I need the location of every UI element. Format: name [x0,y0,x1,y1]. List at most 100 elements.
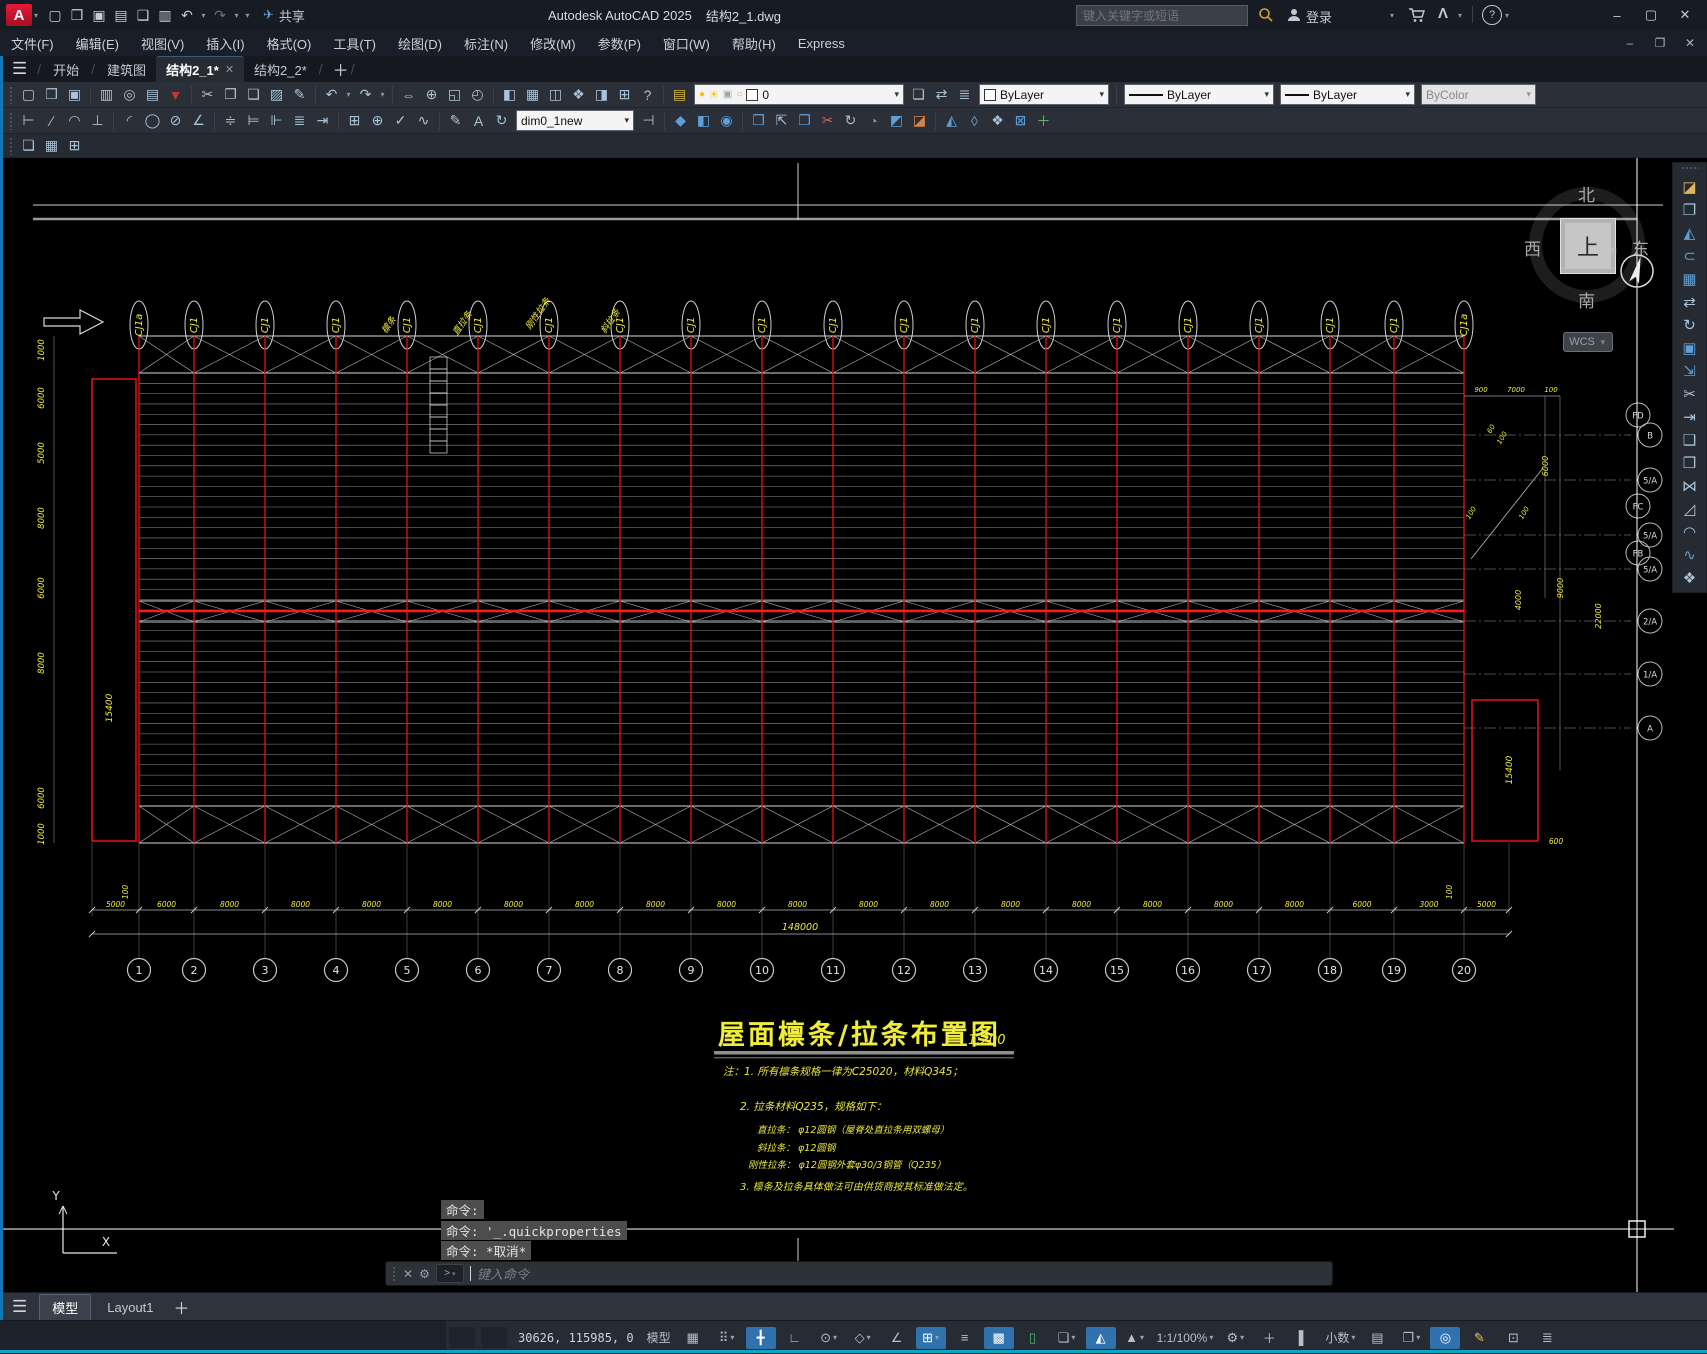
annotation-visibility-icon[interactable]: ◭ [1085,1326,1116,1349]
doc-restore-button[interactable]: ❐ [1654,36,1666,50]
redo-icon[interactable]: ↷ [214,6,226,23]
diameter-dimension-icon[interactable]: ◯ [144,112,161,128]
user-icon[interactable] [1286,7,1302,23]
cut-icon[interactable]: ✂ [201,86,214,102]
menu-文件f[interactable]: 文件(F) [11,36,54,52]
copy-clip-icon[interactable]: ❐ [224,86,237,102]
qnew-icon[interactable]: ▢ [21,86,36,102]
app-menu-button[interactable]: A [6,4,32,26]
stretch-icon[interactable]: ⇲ [1683,362,1696,380]
dynamic-input-icon[interactable]: ╋ [745,1326,776,1349]
zoom-realtime-icon[interactable]: ⊕ [425,86,438,102]
move-icon[interactable]: ⇄ [1683,293,1696,311]
copy-icon[interactable]: ❐ [1682,201,1697,219]
publish-icon[interactable]: ▤ [145,86,160,102]
dock-grip[interactable] [392,1265,397,1282]
copy-faces-icon[interactable]: ◩ [889,112,904,128]
blend-curves-icon[interactable]: ∿ [1683,546,1696,564]
isometric-drafting-icon[interactable]: ◇ ▾ [854,1329,871,1345]
lights-icon[interactable]: ⊞ [68,137,81,153]
tab-jiegou2-2[interactable]: 结构2_2* [254,62,307,78]
edit-block-icon[interactable]: ✎ [293,86,306,102]
viewcube[interactable]: 北 南 西 东 上 N [1524,185,1673,311]
lineweight-control-combo[interactable]: ByLayer ▾ [1280,84,1415,105]
hardware-acceleration-icon[interactable]: ◎ [1430,1326,1461,1349]
tab-menu-icon[interactable]: ☰ [12,59,28,78]
command-line-dock[interactable]: ✕ ⚙ > ▾ 键入命令 [385,1261,1333,1286]
rotate-faces-icon[interactable]: ↻ [844,112,857,128]
compass-needle-icon[interactable] [1619,253,1655,289]
help-icon[interactable]: ? [1482,5,1502,25]
polar-tracking-icon[interactable]: ⊙ ▾ [820,1329,838,1345]
dimension-text-edit-icon[interactable]: A [473,112,484,129]
menu-插入i[interactable]: 插入(I) [206,36,245,52]
batch-plot-icon[interactable]: ▥ [158,6,172,23]
share-button[interactable]: ✈ 共享 [263,6,305,25]
units-ruler-icon[interactable]: ▌ [1298,1330,1308,1345]
menu-编辑e[interactable]: 编辑(E) [75,36,119,52]
linear-dimension-icon[interactable]: ⊢ [22,112,35,128]
arc-length-dimension-icon[interactable]: ◠ [68,112,81,128]
layer-translate-icon[interactable]: ≣ [958,86,971,102]
clean-icon[interactable]: ◊ [971,112,978,129]
break-at-point-icon[interactable]: ❑ [1682,431,1697,449]
paste-icon[interactable]: ❑ [247,86,260,102]
offset-icon[interactable]: ⊂ [1683,247,1696,265]
menu-工具t[interactable]: 工具(T) [333,36,376,52]
tab-jianzhutu[interactable]: 建筑图 [107,62,147,78]
tab-close-icon[interactable]: ✕ [224,64,235,76]
pan-icon[interactable]: ⇔ [401,86,416,103]
menu-帮助h[interactable]: 帮助(H) [731,36,776,52]
ortho-mode-icon[interactable]: ∟ [788,1330,801,1345]
chamfer-icon[interactable]: ◿ [1683,500,1696,518]
match-properties-icon[interactable]: ▨ [269,86,284,102]
open-icon[interactable]: ❒ [70,6,84,23]
open-icon[interactable]: ❒ [45,86,58,102]
menu-绘图d[interactable]: 绘图(D) [397,36,443,52]
zoom-previous-icon[interactable]: ◴ [471,86,484,102]
menu-express[interactable]: Express [797,35,845,51]
tab-jiegou2-1-active[interactable]: 结构2_1* ✕ [156,56,245,82]
viewcube-east[interactable]: 东 [1632,240,1649,259]
customize-statusbar-icon[interactable]: ≣ [1541,1329,1553,1345]
gizmo-icon[interactable]: ❏ ▾ [1057,1329,1076,1345]
help-caret-icon[interactable]: ▾ [1505,11,1510,20]
dock-customize-icon[interactable]: ⚙ [419,1266,430,1281]
explode-icon[interactable]: ❖ [1682,569,1697,587]
delete-faces-icon[interactable]: ✂ [821,112,834,128]
menu-视图v[interactable]: 视图(V) [140,36,185,52]
markup-import-icon[interactable]: ◨ [594,86,609,102]
viewcube-north[interactable]: 北 [1578,186,1595,205]
search-icon[interactable] [1258,7,1274,23]
sheet-set-manager-icon[interactable]: ❖ [572,86,585,102]
snap-mode-icon[interactable]: ⠿ ▾ [718,1329,735,1345]
dimension-update-icon[interactable]: ↻ [495,112,508,128]
dimension-style-icon[interactable]: ⊣ [642,112,655,128]
qat-customize-icon[interactable]: ▾ [245,10,250,20]
plot-icon[interactable]: ❑ [136,6,150,23]
menu-窗口w[interactable]: 窗口(W) [662,36,710,52]
cart-icon[interactable] [1408,7,1425,23]
design-center-icon[interactable]: ▦ [525,86,540,102]
layout-menu-icon[interactable]: ☰ [12,1297,28,1316]
drawing-units-icon[interactable]: 小数 ▾ [1325,1331,1356,1345]
new-layout-icon[interactable]: ＋ [173,1301,190,1318]
extrude-faces-icon[interactable]: ❒ [752,112,765,128]
tool-palettes-icon[interactable]: ◫ [548,86,563,102]
ordinate-dimension-icon[interactable]: ⊥ [91,112,104,128]
intersect-icon[interactable]: ◉ [720,112,733,128]
qnew-icon[interactable]: ▢ [48,6,62,23]
autodesk-caret-icon[interactable]: ▾ [1458,11,1463,20]
quick-leader-icon[interactable]: ⇥ [316,112,329,128]
taper-faces-icon[interactable]: ◔ [869,112,878,129]
menu-参数p[interactable]: 参数(P) [597,36,641,52]
angular-dimension-icon[interactable]: ∠ [192,112,205,128]
check-icon[interactable]: ＋ [1036,112,1051,129]
color-control-combo[interactable]: ByLayer ▾ [979,84,1109,105]
array-icon[interactable]: ▦ [1682,270,1697,288]
clean-screen-icon[interactable]: ⊡ [1507,1329,1519,1345]
undo-list-icon[interactable]: ▾ [346,90,351,99]
rotate-icon[interactable]: ↻ [1683,316,1696,334]
shell-icon[interactable]: ⊠ [1014,112,1027,128]
dimstyle-combo[interactable]: dim0_1new ▾ [516,110,634,131]
